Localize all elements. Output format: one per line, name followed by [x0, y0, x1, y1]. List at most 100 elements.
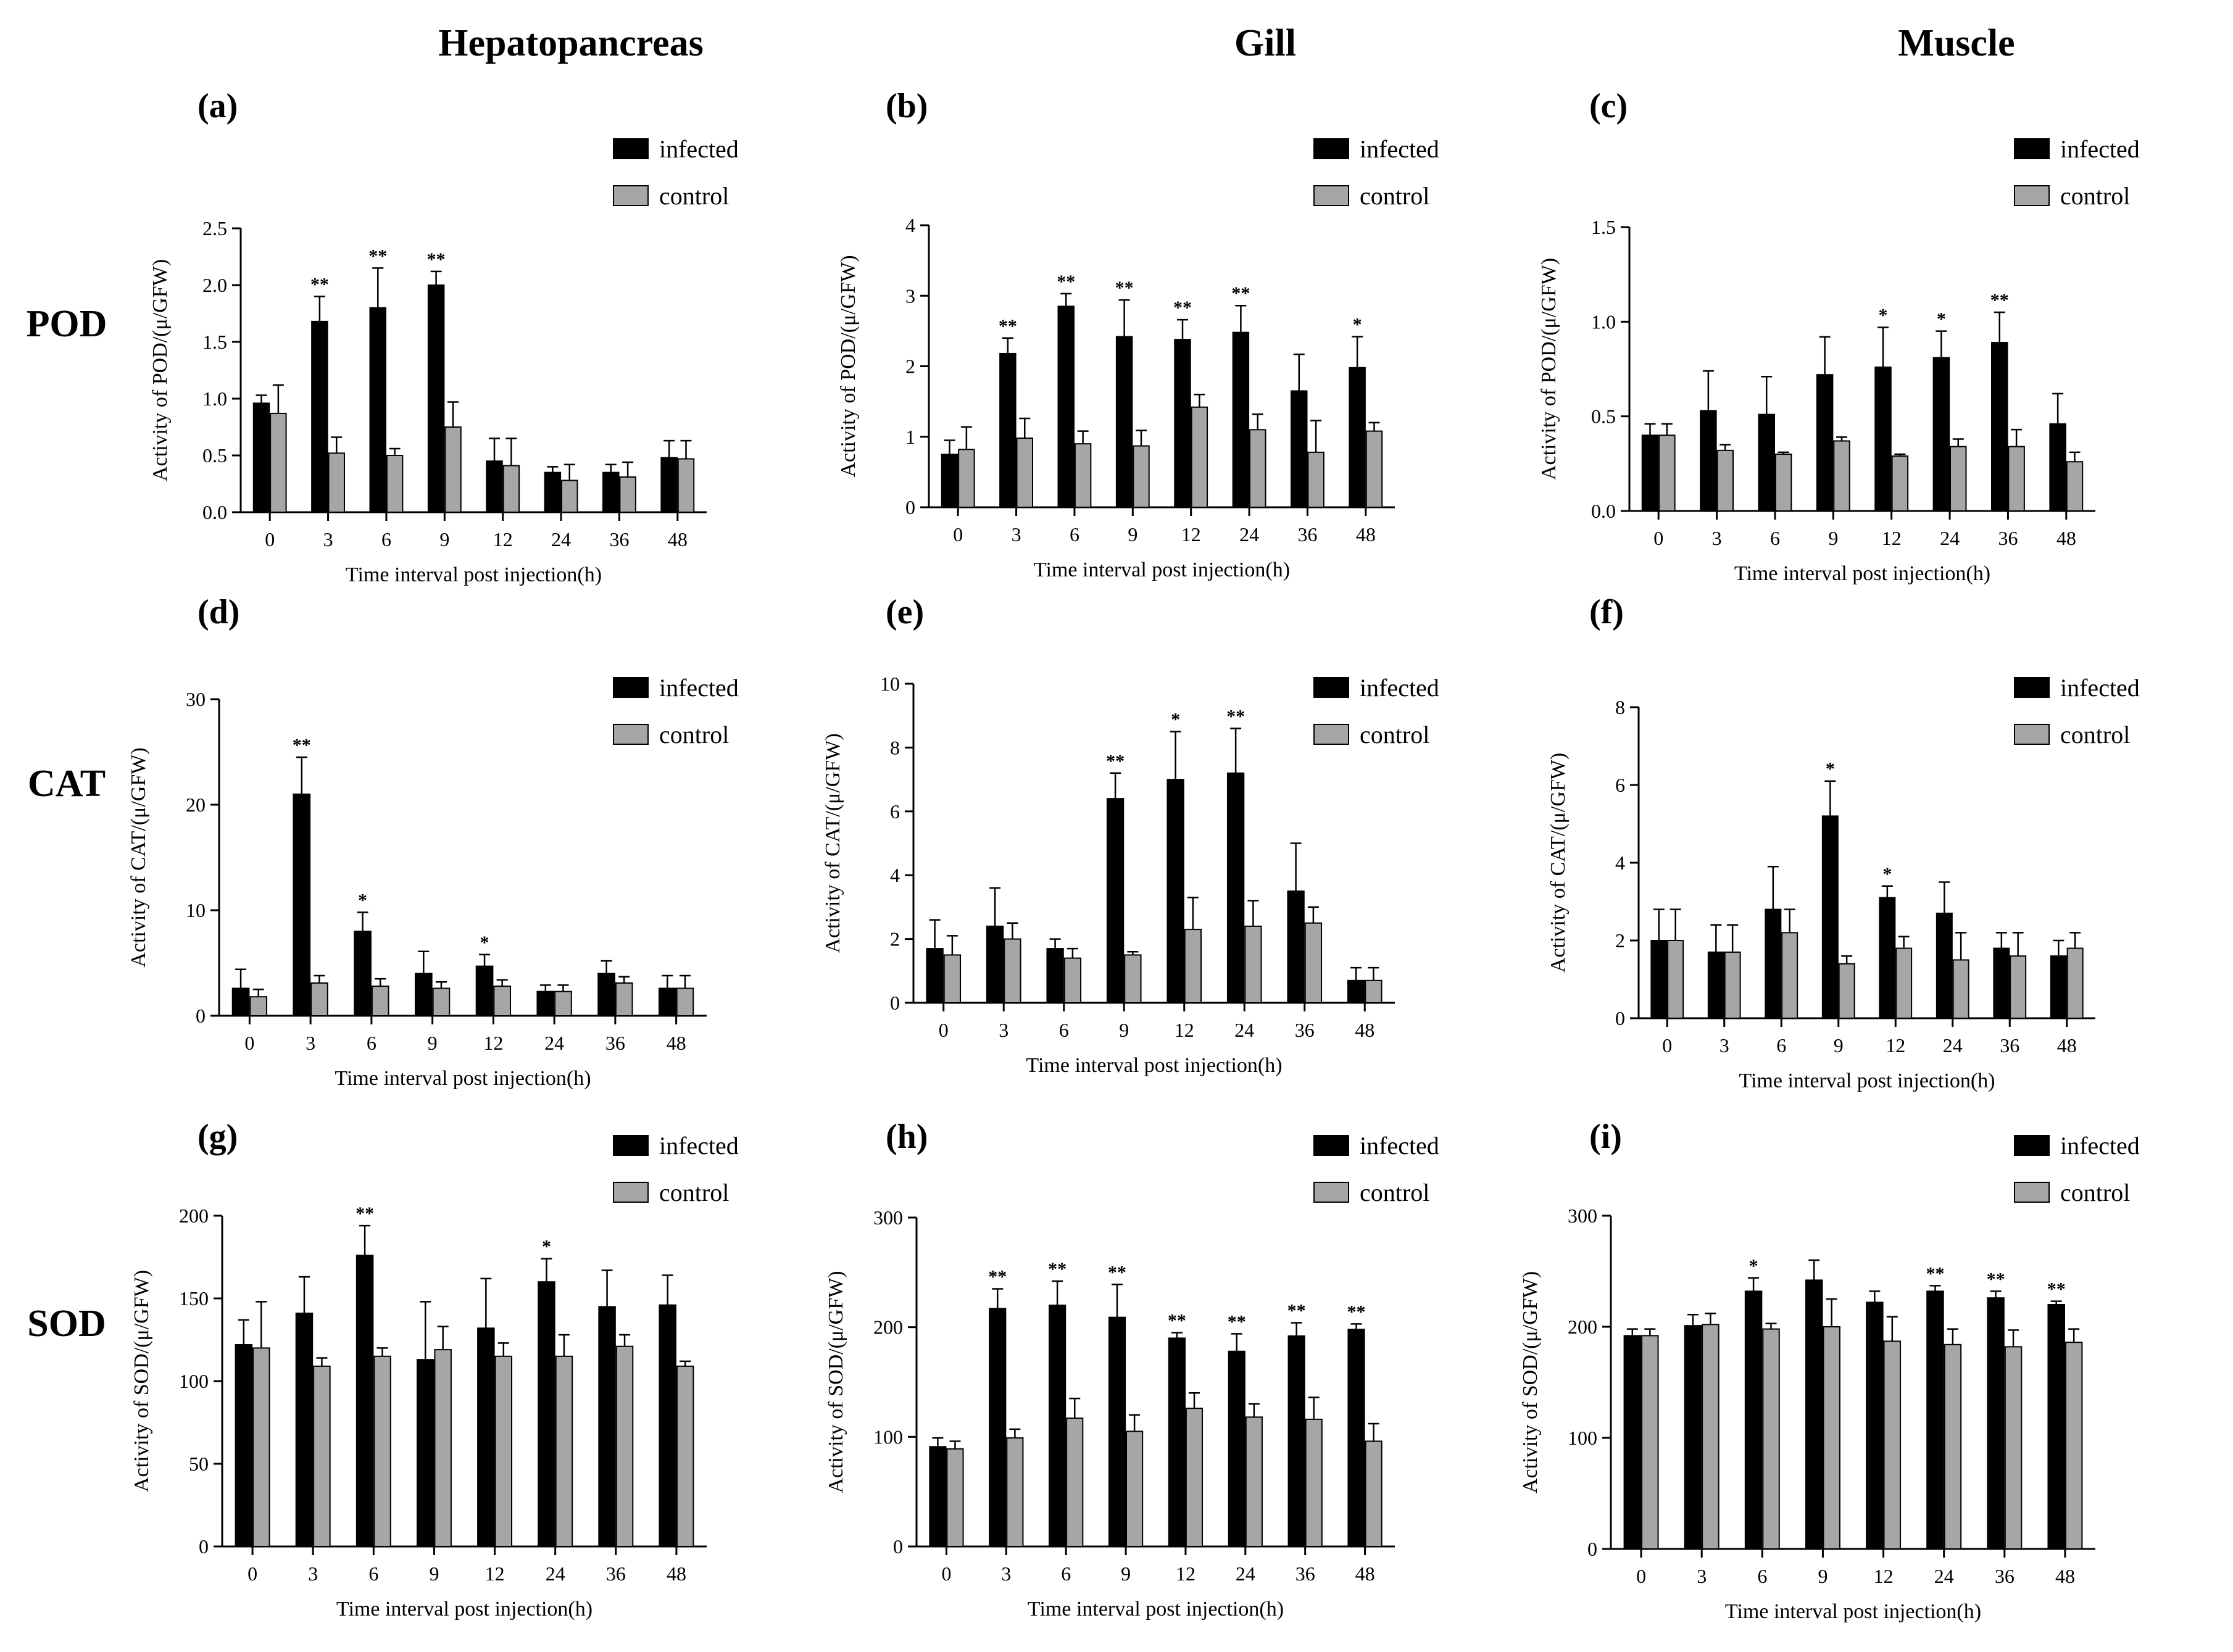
bar-infected: [427, 284, 445, 513]
y-tick-label: 0: [1615, 1007, 1625, 1029]
bar-control: [1823, 1326, 1840, 1550]
bar-control: [1365, 1440, 1383, 1547]
y-tick-label: 300: [873, 1206, 903, 1229]
row-title-sod: SOD: [27, 1303, 106, 1345]
x-tick-label: 6: [381, 528, 391, 550]
legend-label-infected: infected: [1360, 135, 1439, 163]
panel-a: (a) 0.0 0.5 1.0 1.5 2.0 2.5 Activity of POD/(μ/…: [149, 87, 739, 586]
x-tick-label: 24: [1239, 523, 1259, 546]
x-axis-label: Time interval post injection(h): [1028, 1598, 1284, 1621]
y-tick-label: 2: [890, 928, 900, 950]
significance-marker: **: [1168, 1311, 1186, 1331]
bar-infected: [1347, 979, 1365, 1004]
legend-label-infected: infected: [659, 135, 739, 163]
bar-control: [1006, 1437, 1024, 1548]
y-axis-label: Activity of SOD/(μ/GFW): [825, 1271, 847, 1493]
bar-control: [1895, 947, 1913, 1019]
bar-control: [1891, 455, 1909, 512]
y-tick-label: 4: [905, 214, 915, 236]
x-tick-label: 9: [1828, 527, 1838, 549]
significance-marker: **: [1287, 1301, 1306, 1321]
y-tick-label: 4: [1615, 852, 1625, 874]
bar-infected: [660, 457, 678, 513]
x-tick-label: 48: [1355, 1563, 1375, 1585]
significance-marker: **: [1987, 1269, 2005, 1289]
x-tick-label: 3: [1712, 527, 1722, 549]
bar-control: [1063, 957, 1082, 1003]
y-tick-label: 2.5: [202, 217, 227, 239]
x-tick-label: 36: [1295, 1563, 1315, 1585]
bar-infected: [1232, 331, 1250, 508]
bar-infected: [1049, 1305, 1067, 1547]
bar-control: [1245, 1416, 1263, 1547]
y-tick-label: 2: [905, 355, 915, 378]
bar-control: [493, 986, 512, 1016]
x-tick-label: 12: [485, 1563, 505, 1585]
bar-control: [1950, 446, 1967, 512]
bar-control: [1244, 925, 1262, 1004]
bar-infected: [1287, 890, 1305, 1004]
y-tick-label: 4: [890, 864, 900, 886]
legend-swatch-control: [2014, 1182, 2050, 1203]
bar-infected: [597, 973, 615, 1016]
bar-infected: [941, 454, 958, 508]
bar-control: [677, 458, 695, 513]
legend-label-control: control: [659, 182, 729, 210]
bar-control: [502, 465, 520, 513]
bar-control: [1133, 445, 1150, 508]
x-axis-label: Time interval post injection(h): [1739, 1069, 1995, 1092]
x-tick-label: 12: [1882, 527, 1902, 549]
legend-swatch-control: [613, 185, 649, 206]
bar-control: [444, 426, 462, 513]
bar-control: [434, 1349, 452, 1548]
bar-infected: [1174, 339, 1191, 508]
x-tick-label: 36: [1995, 1565, 2015, 1587]
bar-infected: [475, 965, 494, 1017]
bar-infected: [598, 1306, 616, 1547]
x-tick-label: 0: [1653, 527, 1663, 549]
panel-label: (e): [886, 593, 924, 631]
panel-g: (g) 0 50 100 150 200 Activity of SOD/(μ/GFW) Ti…: [130, 1118, 739, 1621]
y-tick-label: 0: [1587, 1538, 1597, 1560]
x-tick-label: 12: [1175, 1019, 1194, 1041]
significance-marker: **: [1228, 1311, 1246, 1332]
bar-infected: [414, 973, 433, 1016]
significance-marker: *: [1353, 315, 1362, 335]
row-title-cat: CAT: [28, 763, 106, 805]
y-tick-label: 8: [1615, 696, 1625, 718]
significance-marker: **: [2047, 1279, 2066, 1300]
x-tick-label: 24: [1236, 1563, 1255, 1585]
bar-infected: [1993, 947, 2010, 1019]
bar-control: [554, 990, 572, 1017]
x-tick-label: 3: [999, 1019, 1008, 1041]
column-title-gill: Gill: [1234, 22, 1296, 64]
legend-swatch-infected: [1313, 1135, 1349, 1156]
bar-control: [943, 954, 962, 1003]
bar-infected: [1347, 1329, 1365, 1547]
x-tick-label: 0: [1662, 1034, 1672, 1056]
x-tick-label: 6: [367, 1032, 376, 1054]
bar-control: [1781, 932, 1798, 1019]
y-tick-label: 1.0: [202, 388, 227, 410]
bar-infected: [252, 402, 270, 513]
bar-control: [2008, 446, 2025, 512]
significance-marker: **: [427, 249, 446, 270]
bar-infected: [929, 1446, 947, 1547]
bar-control: [1365, 979, 1383, 1004]
x-tick-label: 0: [953, 523, 963, 546]
legend-label-infected: infected: [2060, 1132, 2140, 1160]
bar-control: [2066, 947, 2084, 1019]
x-tick-label: 24: [546, 1563, 565, 1585]
x-tick-label: 48: [668, 528, 688, 550]
bar-control: [1833, 440, 1850, 512]
significance-marker: **: [1048, 1259, 1067, 1279]
x-tick-label: 48: [667, 1032, 686, 1054]
x-tick-label: 36: [606, 1563, 626, 1585]
bar-infected: [1650, 940, 1668, 1019]
y-tick-label: 1.0: [1591, 310, 1616, 333]
x-tick-label: 0: [247, 1563, 257, 1585]
y-tick-label: 0: [905, 496, 915, 518]
